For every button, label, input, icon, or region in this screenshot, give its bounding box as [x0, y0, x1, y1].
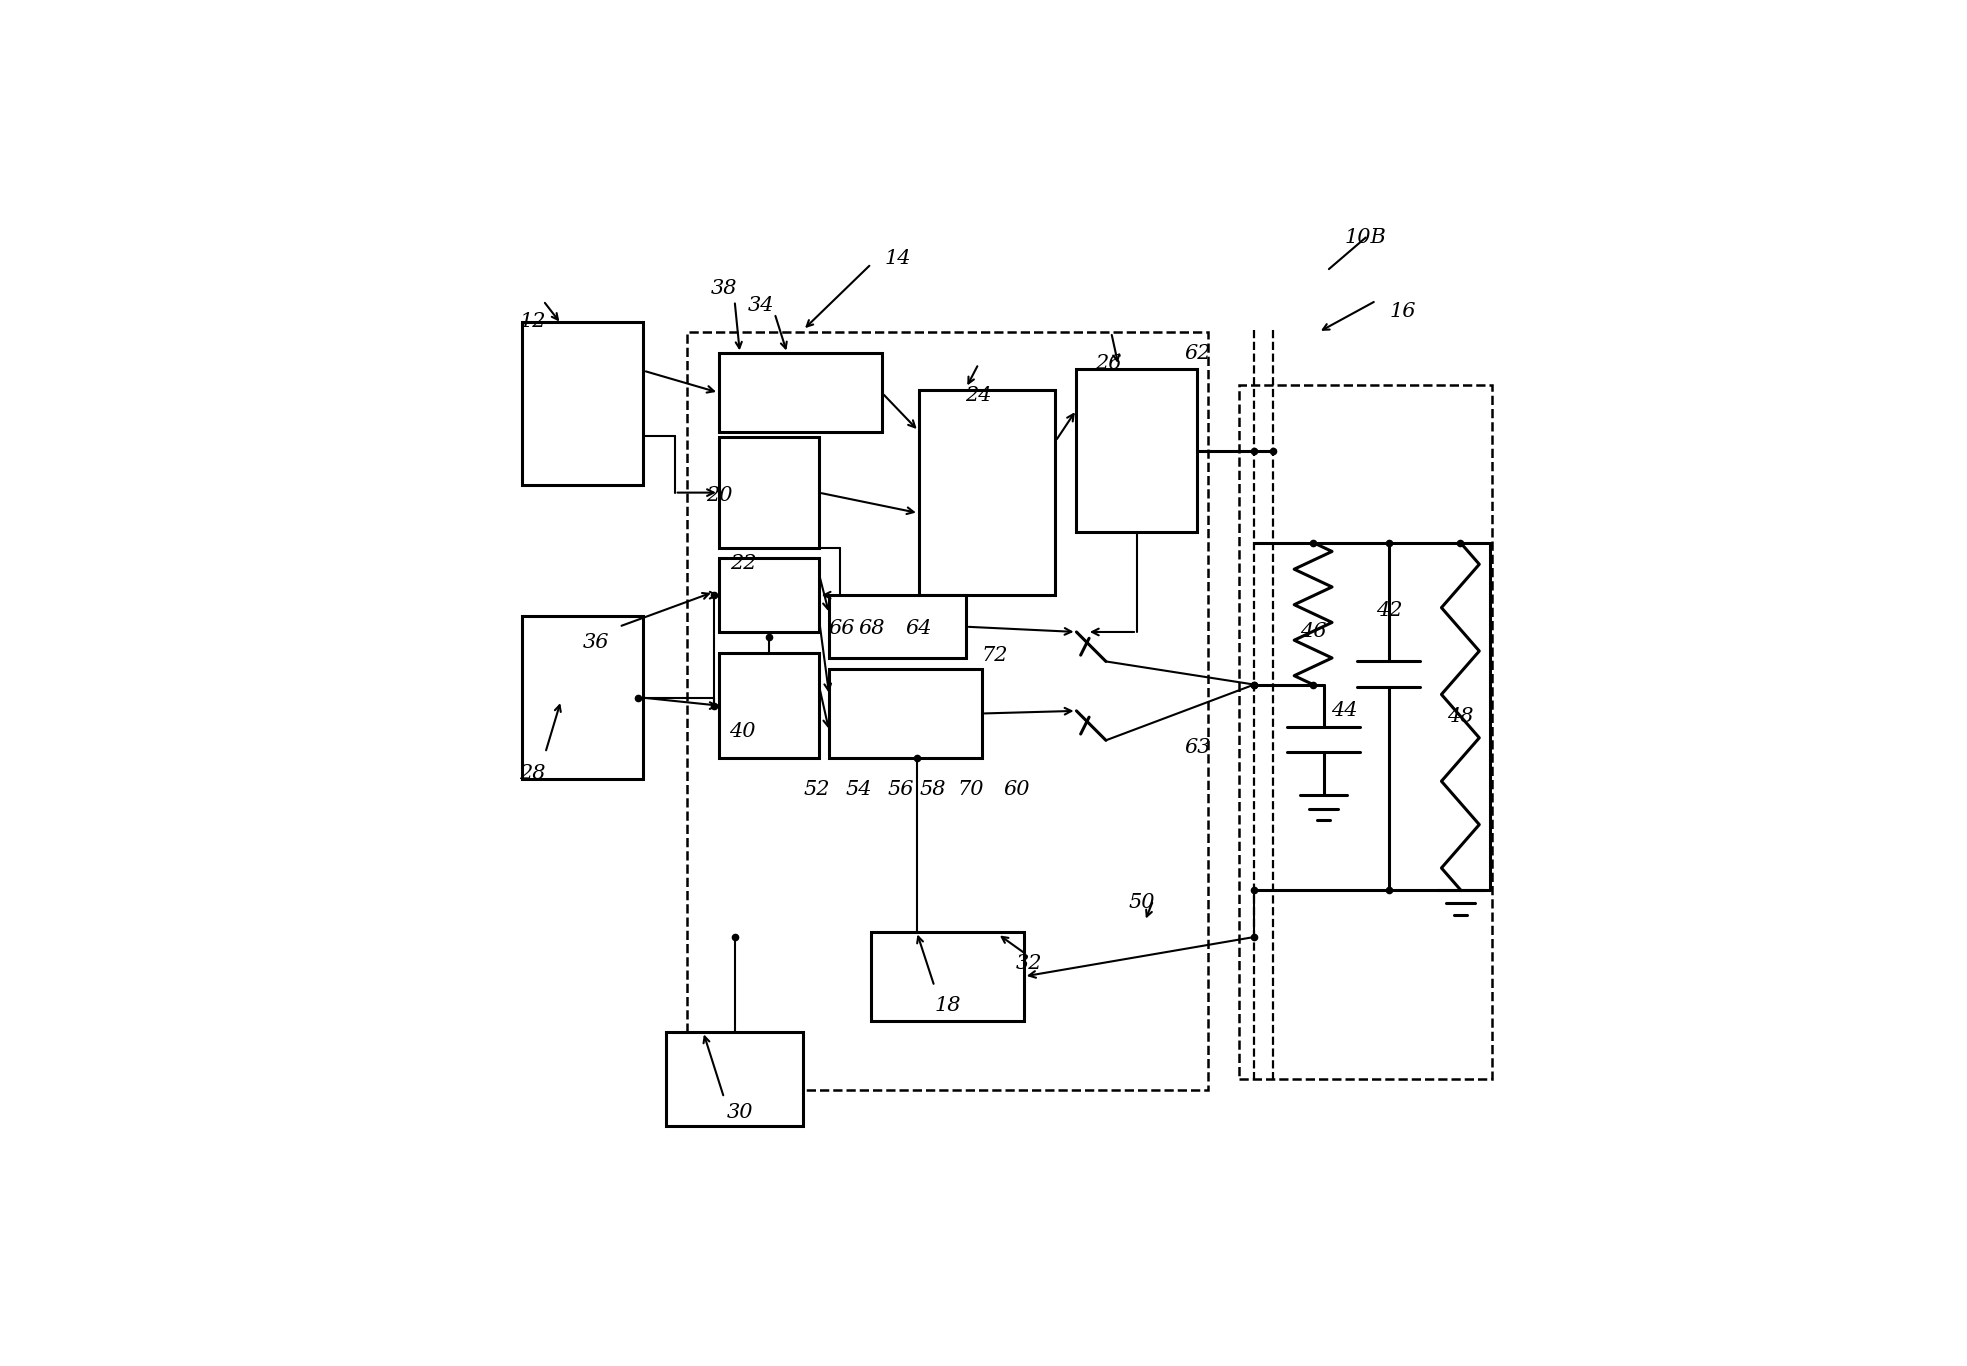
Text: 60: 60 [1003, 780, 1031, 799]
Text: 30: 30 [726, 1104, 753, 1121]
Text: 54: 54 [846, 780, 871, 799]
FancyBboxPatch shape [718, 437, 818, 548]
Text: 42: 42 [1375, 601, 1402, 620]
Text: 16: 16 [1389, 302, 1416, 321]
Text: 34: 34 [747, 296, 775, 316]
Text: 36: 36 [582, 632, 610, 652]
Text: 22: 22 [730, 555, 755, 574]
Text: 18: 18 [934, 996, 962, 1015]
FancyBboxPatch shape [919, 391, 1056, 596]
Text: 10B: 10B [1345, 228, 1387, 247]
Text: 56: 56 [887, 780, 915, 799]
Text: 68: 68 [858, 619, 885, 638]
Text: 24: 24 [966, 385, 991, 404]
Text: 46: 46 [1300, 623, 1326, 642]
Text: 66: 66 [828, 619, 856, 638]
FancyBboxPatch shape [521, 322, 643, 485]
Text: 20: 20 [706, 486, 732, 505]
Text: 72: 72 [982, 646, 1007, 665]
Text: 52: 52 [803, 780, 830, 799]
Text: 14: 14 [885, 249, 911, 268]
Text: 58: 58 [919, 780, 946, 799]
FancyBboxPatch shape [718, 559, 818, 632]
Text: 48: 48 [1448, 706, 1473, 725]
FancyBboxPatch shape [1076, 369, 1198, 531]
Text: 44: 44 [1332, 701, 1357, 720]
Text: 70: 70 [958, 780, 984, 799]
Text: 38: 38 [710, 279, 738, 298]
FancyBboxPatch shape [667, 1031, 803, 1127]
Text: 64: 64 [905, 619, 932, 638]
FancyBboxPatch shape [830, 596, 966, 658]
Text: 32: 32 [1015, 953, 1043, 973]
FancyBboxPatch shape [718, 354, 881, 432]
Text: 63: 63 [1184, 738, 1210, 757]
FancyBboxPatch shape [718, 653, 818, 758]
FancyBboxPatch shape [830, 669, 982, 758]
Text: 12: 12 [519, 313, 547, 331]
Text: 62: 62 [1184, 344, 1210, 363]
Text: 28: 28 [519, 765, 547, 784]
Text: 50: 50 [1129, 893, 1155, 911]
FancyBboxPatch shape [871, 932, 1025, 1022]
FancyBboxPatch shape [521, 616, 643, 779]
Text: 26: 26 [1096, 354, 1121, 373]
Text: 40: 40 [728, 723, 755, 742]
